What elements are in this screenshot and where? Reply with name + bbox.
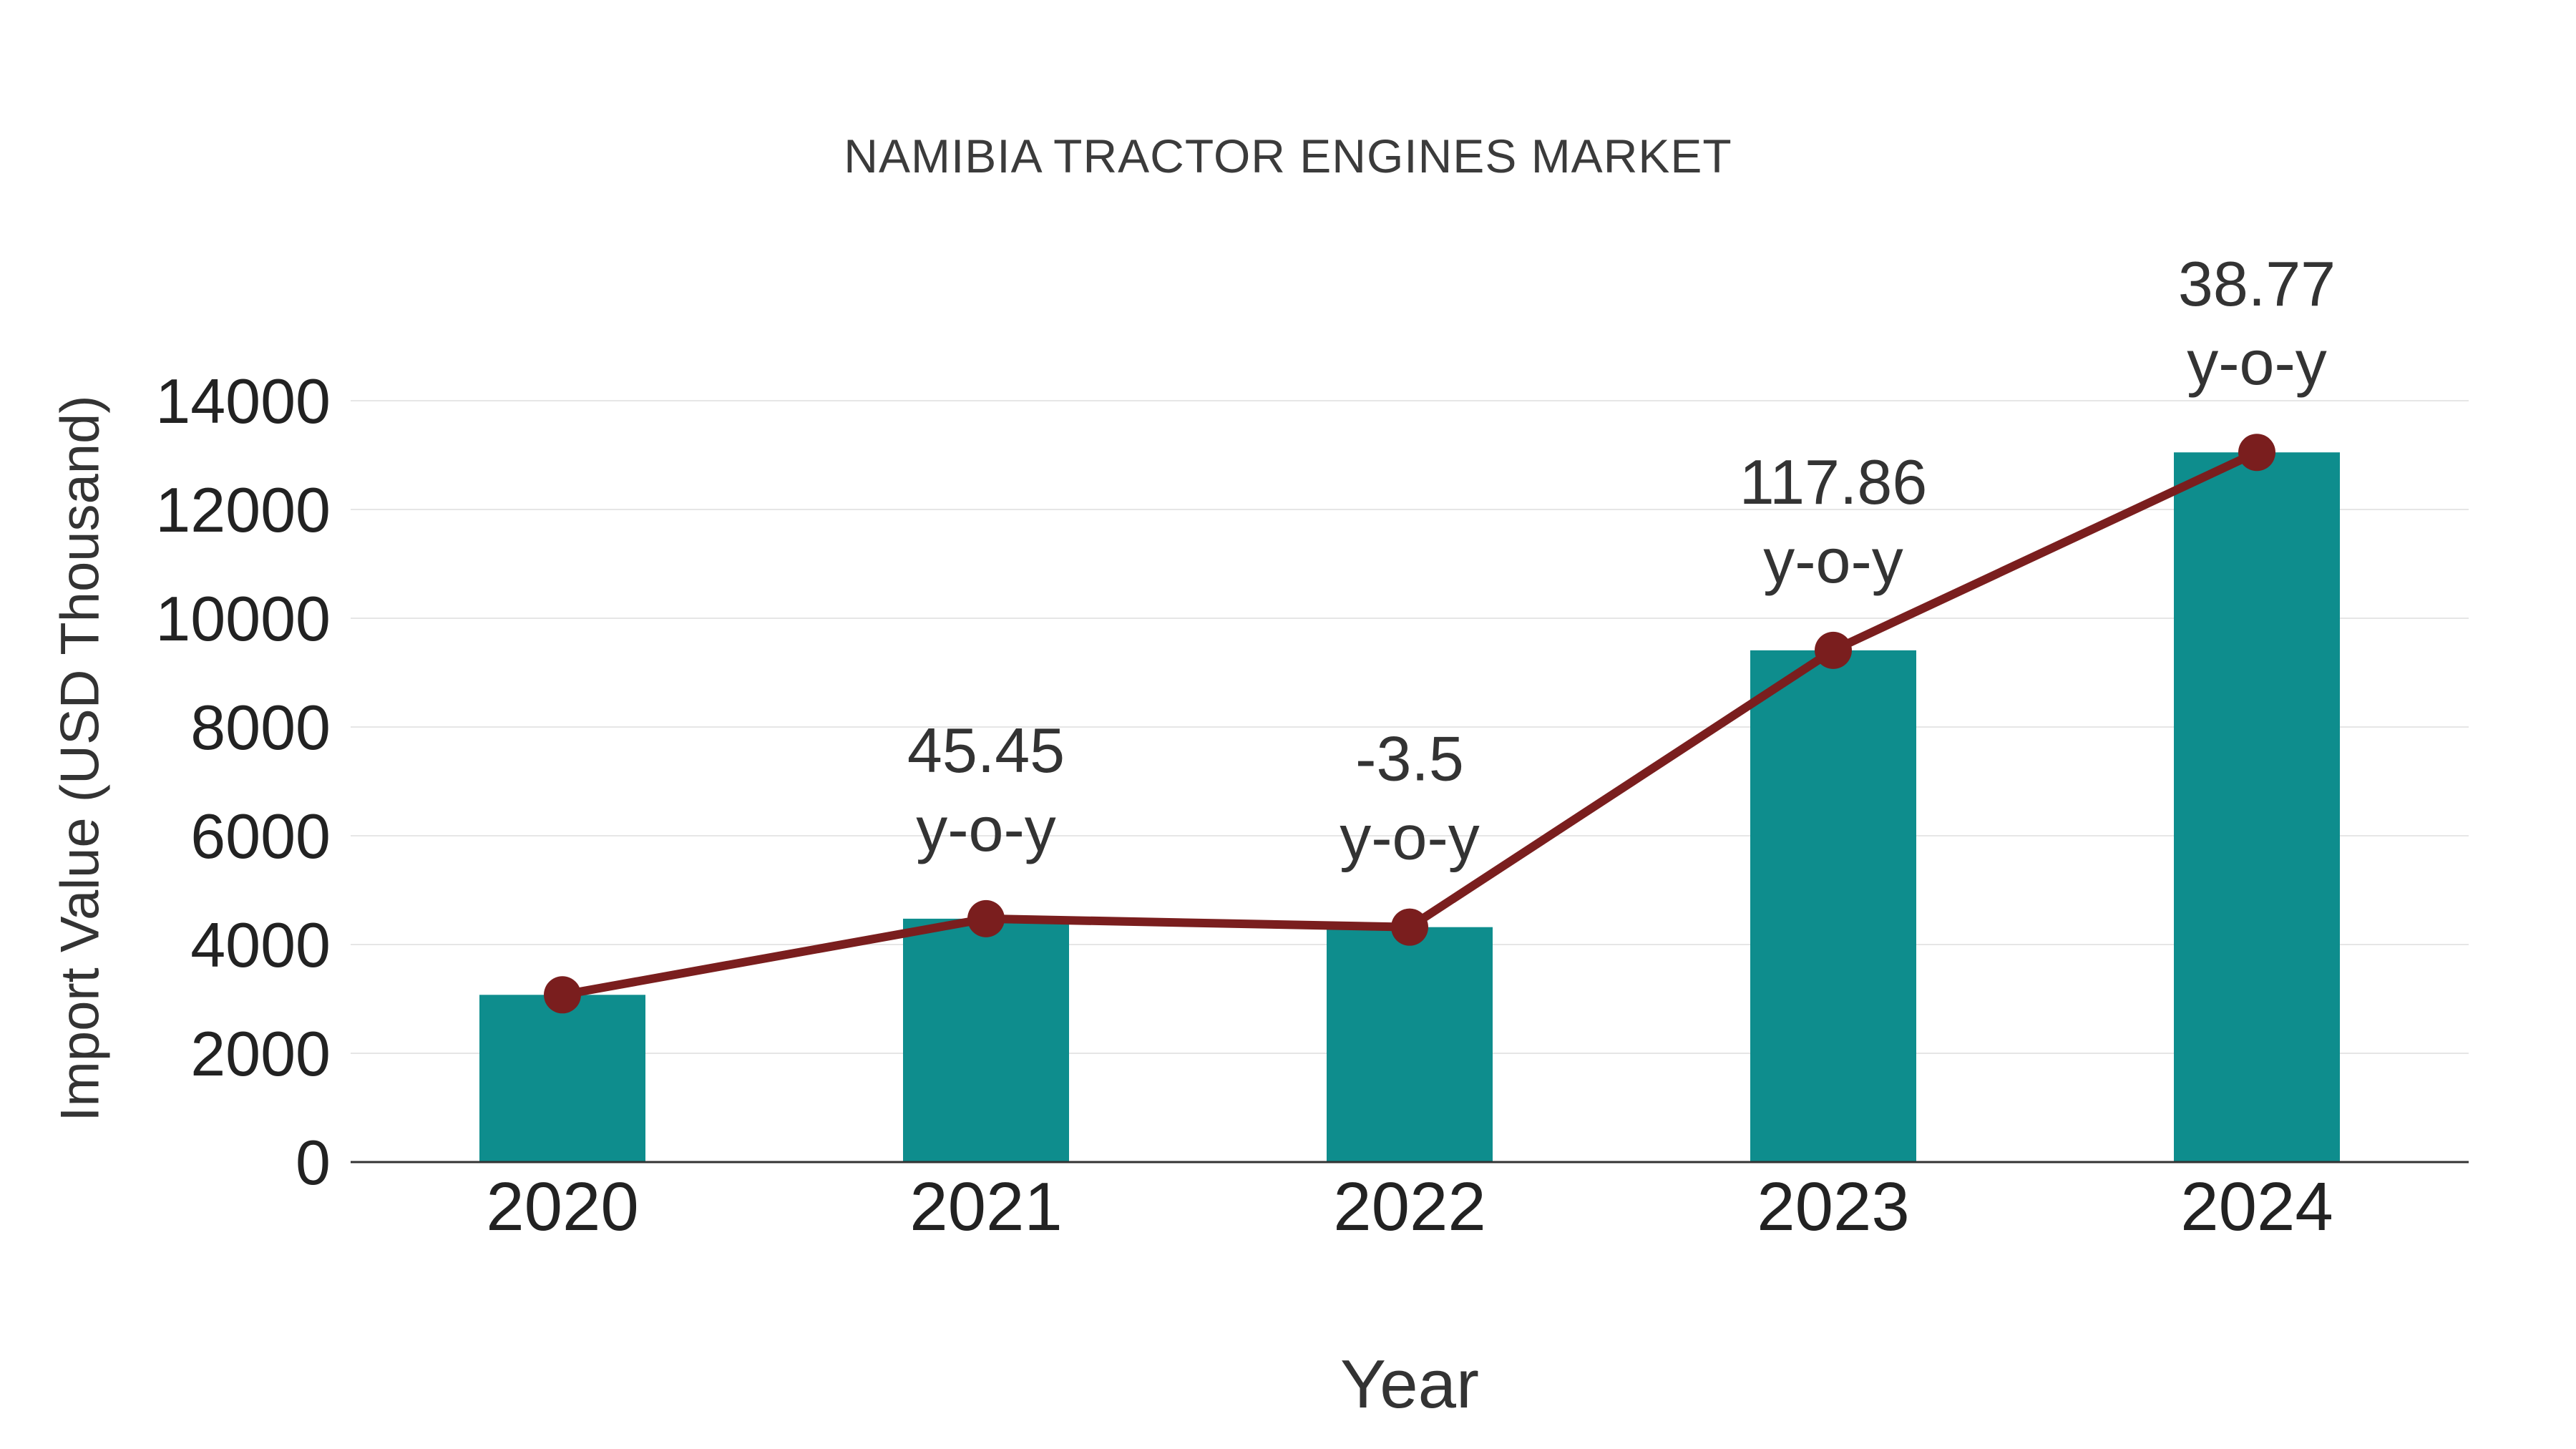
bar: [479, 995, 645, 1162]
yoy-value-label: 45.45: [907, 715, 1065, 786]
data-point-marker: [1815, 631, 1852, 669]
data-point-marker: [967, 899, 1005, 937]
bar: [2174, 452, 2340, 1162]
y-tick-label: 0: [296, 1127, 331, 1198]
bar: [903, 918, 1069, 1162]
yoy-value-label: -3.5: [1355, 723, 1464, 794]
y-tick-label: 12000: [155, 474, 331, 545]
y-tick-label: 10000: [155, 583, 331, 654]
x-tick-label: 2024: [2180, 1169, 2333, 1245]
y-tick-label: 2000: [190, 1018, 331, 1089]
bar: [1750, 650, 1916, 1162]
yoy-value-label: 38.77: [2178, 248, 2336, 319]
yoy-suffix-label: y-o-y: [1763, 525, 1903, 596]
data-point-marker: [544, 976, 581, 1014]
x-tick-label: 2020: [486, 1169, 639, 1245]
yoy-suffix-label: y-o-y: [2187, 327, 2327, 398]
x-tick-label: 2022: [1333, 1169, 1486, 1245]
chart-title: NAMIBIA TRACTOR ENGINES MARKET: [844, 130, 1732, 182]
y-tick-label: 14000: [155, 366, 331, 436]
yoy-value-label: 117.86: [1740, 447, 1928, 517]
y-tick-label: 4000: [190, 909, 331, 980]
yoy-suffix-label: y-o-y: [916, 794, 1056, 864]
data-point-marker: [2238, 434, 2275, 472]
y-tick-label: 6000: [190, 801, 331, 872]
y-tick-label: 8000: [190, 692, 331, 763]
yoy-suffix-label: y-o-y: [1340, 802, 1480, 873]
x-tick-label: 2021: [909, 1169, 1063, 1245]
data-point-marker: [1391, 908, 1428, 946]
x-axis-title: Year: [1340, 1346, 1479, 1423]
bar: [1327, 927, 1493, 1162]
x-tick-label: 2023: [1757, 1169, 1910, 1245]
